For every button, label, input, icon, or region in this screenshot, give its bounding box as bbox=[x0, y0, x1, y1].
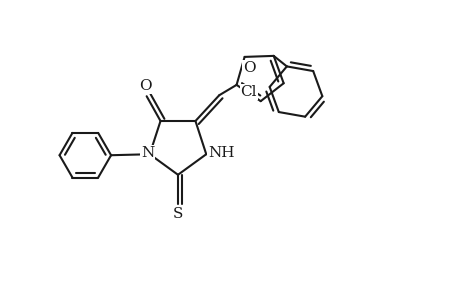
Text: S: S bbox=[173, 207, 183, 221]
Text: O: O bbox=[243, 61, 255, 75]
Text: Cl: Cl bbox=[240, 85, 257, 99]
Text: NH: NH bbox=[207, 146, 234, 160]
Text: O: O bbox=[139, 79, 151, 93]
Text: N: N bbox=[141, 146, 154, 160]
